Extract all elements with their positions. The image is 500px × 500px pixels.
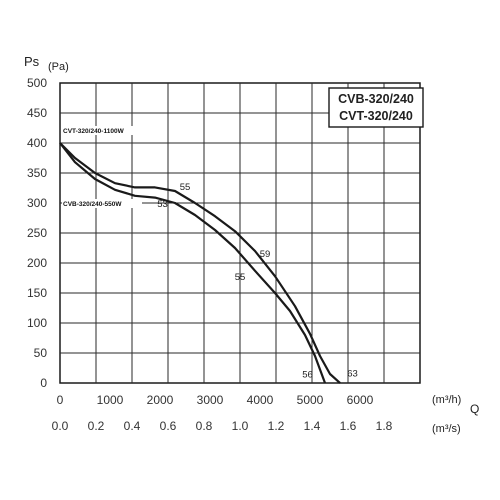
y-axis-unit: (Pa) <box>48 61 69 73</box>
chart-title-line-2: CVT-320/240 <box>339 109 413 123</box>
x-tick-label-m3h: 6000 <box>347 393 374 407</box>
y-tick-label: 250 <box>27 226 47 240</box>
annotation-label: 63 <box>347 368 358 379</box>
x-tick-labels-m3h: 0 1000 2000 3000 4000 5000 6000 <box>57 393 374 407</box>
x-tick-label-m3h: 0 <box>57 393 64 407</box>
x-tick-label-m3s: 0.6 <box>160 419 177 433</box>
series-line-1 <box>59 142 327 384</box>
y-axis-label: Ps <box>24 54 40 69</box>
x-axis-unit-m3h: (m³/h) <box>432 394 461 406</box>
title-box-frame <box>328 87 424 128</box>
x-tick-label-m3s: 0.2 <box>88 419 105 433</box>
y-tick-label: 450 <box>27 106 47 120</box>
x-tick-label-m3s: 0.0 <box>52 419 69 433</box>
series-label-cvb-text: CVB-320/240-550W <box>63 201 122 208</box>
x-tick-labels-m3s: 0.0 0.2 0.4 0.6 0.8 1.0 1.2 1.4 1.6 1.8 <box>52 419 393 433</box>
y-tick-label: 300 <box>27 196 47 210</box>
annotation-label: 55 <box>235 272 246 283</box>
y-tick-label: 350 <box>27 166 47 180</box>
x-tick-label-m3s: 1.0 <box>232 419 249 433</box>
y-tick-labels: 0 50 100 150 200 250 300 350 400 450 500 <box>27 76 47 390</box>
series-label-cvb: CVB-320/240-550W <box>62 199 142 208</box>
y-tick-label: 0 <box>40 376 47 390</box>
y-tick-label: 150 <box>27 286 47 300</box>
y-tick-label: 200 <box>27 256 47 270</box>
title-box: CVB-320/240 CVT-320/240 <box>328 87 424 128</box>
chart-title-line-1: CVB-320/240 <box>338 92 414 106</box>
x-tick-label-m3s: 1.8 <box>376 419 393 433</box>
series-lines <box>59 142 341 384</box>
series-line-0 <box>59 142 341 384</box>
x-tick-label-m3h: 3000 <box>197 393 224 407</box>
x-tick-label-m3s: 1.4 <box>304 419 321 433</box>
annotation-label: 59 <box>260 249 271 260</box>
x-axis-unit-m3s: (m³/s) <box>432 423 461 435</box>
x-tick-label-m3s: 1.2 <box>268 419 285 433</box>
x-tick-label-m3s: 1.6 <box>340 419 357 433</box>
x-tick-label-m3h: 2000 <box>147 393 174 407</box>
x-tick-label-m3h: 1000 <box>97 393 124 407</box>
y-tick-label: 100 <box>27 316 47 330</box>
series-label-cvt: CVT-320/240-1100W <box>62 126 148 135</box>
x-tick-label-m3s: 0.8 <box>196 419 213 433</box>
y-tick-label: 500 <box>27 76 47 90</box>
y-tick-label: 400 <box>27 136 47 150</box>
annotation-label: 55 <box>180 182 191 193</box>
y-tick-label: 50 <box>34 346 48 360</box>
annotation-label: 56 <box>302 370 313 381</box>
x-tick-label-m3h: 4000 <box>247 393 274 407</box>
x-tick-label-m3s: 0.4 <box>124 419 141 433</box>
x-axis-label: Q <box>470 402 479 416</box>
series-label-cvt-text: CVT-320/240-1100W <box>63 128 125 135</box>
annotation-label: 53 <box>157 199 168 210</box>
x-tick-label-m3h: 5000 <box>297 393 324 407</box>
annotations: 55 53 59 55 56 63 <box>157 182 358 381</box>
